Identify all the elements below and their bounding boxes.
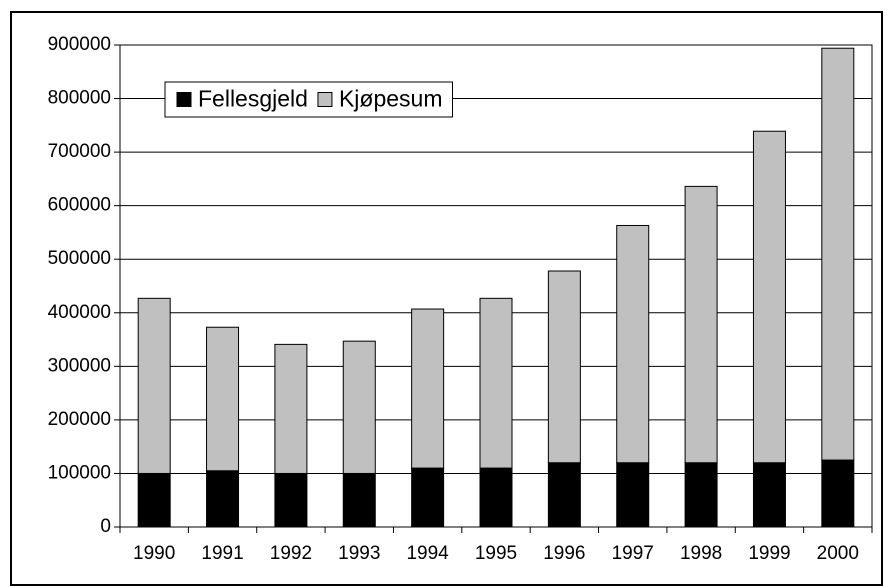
bar-segment — [411, 467, 445, 528]
y-tick-label: 200000 — [48, 409, 111, 430]
bar-segment — [137, 472, 171, 528]
legend-label: Kjøpesum — [339, 86, 443, 112]
bar-segment — [342, 340, 376, 474]
x-tick-label: 1992 — [270, 543, 312, 564]
y-tick-label: 900000 — [48, 34, 111, 55]
bar-segment — [342, 472, 376, 528]
bar-segment — [547, 462, 581, 528]
bar-segment — [274, 343, 308, 474]
x-tick-label: 1994 — [406, 543, 449, 564]
legend-box — [164, 81, 453, 118]
y-tick-label: 0 — [100, 516, 111, 537]
bar-segment — [479, 467, 513, 528]
legend-label: Fellesgjeld — [198, 86, 308, 112]
x-tick-label: 1993 — [338, 543, 380, 564]
legend-swatch — [176, 92, 192, 107]
y-tick-label: 600000 — [48, 195, 111, 216]
x-tick-label: 2000 — [817, 543, 859, 564]
y-tick-label: 300000 — [48, 355, 111, 376]
x-tick-label: 1990 — [133, 543, 175, 564]
y-tick-label: 700000 — [48, 141, 111, 162]
labels: 0 100000 200000 300000 400000 500000 600000 700… — [48, 34, 859, 564]
bar-segment — [137, 297, 171, 474]
bar-segment — [274, 472, 308, 528]
bar-segment — [752, 130, 786, 464]
x-tick-label: 1997 — [612, 543, 654, 564]
bar-segment — [479, 297, 513, 469]
legend-swatch — [317, 92, 333, 107]
y-tick-label: 500000 — [48, 248, 111, 269]
bar-segment — [547, 270, 581, 464]
legend: Fellesgjeld Kjøpesum — [164, 81, 453, 118]
x-tick-label: 1996 — [543, 543, 585, 564]
x-tick-label: 1995 — [475, 543, 517, 564]
x-tick-label: 1998 — [680, 543, 722, 564]
bar-segment — [411, 308, 445, 469]
bar-segment — [684, 185, 718, 464]
bar-segment — [616, 224, 650, 464]
bar-segment — [616, 462, 650, 528]
bar-segment — [752, 462, 786, 528]
bars — [137, 47, 855, 528]
y-tick-label: 100000 — [48, 462, 111, 483]
bar-segment — [206, 470, 240, 528]
bar-segment — [821, 47, 855, 461]
x-tick-label: 1991 — [201, 543, 243, 564]
y-tick-label: 800000 — [48, 88, 111, 109]
y-tick-label: 400000 — [48, 302, 111, 323]
bar-segment — [684, 462, 718, 528]
bar-segment — [821, 459, 855, 528]
bar-segment — [206, 326, 240, 472]
x-tick-label: 1999 — [748, 543, 790, 564]
